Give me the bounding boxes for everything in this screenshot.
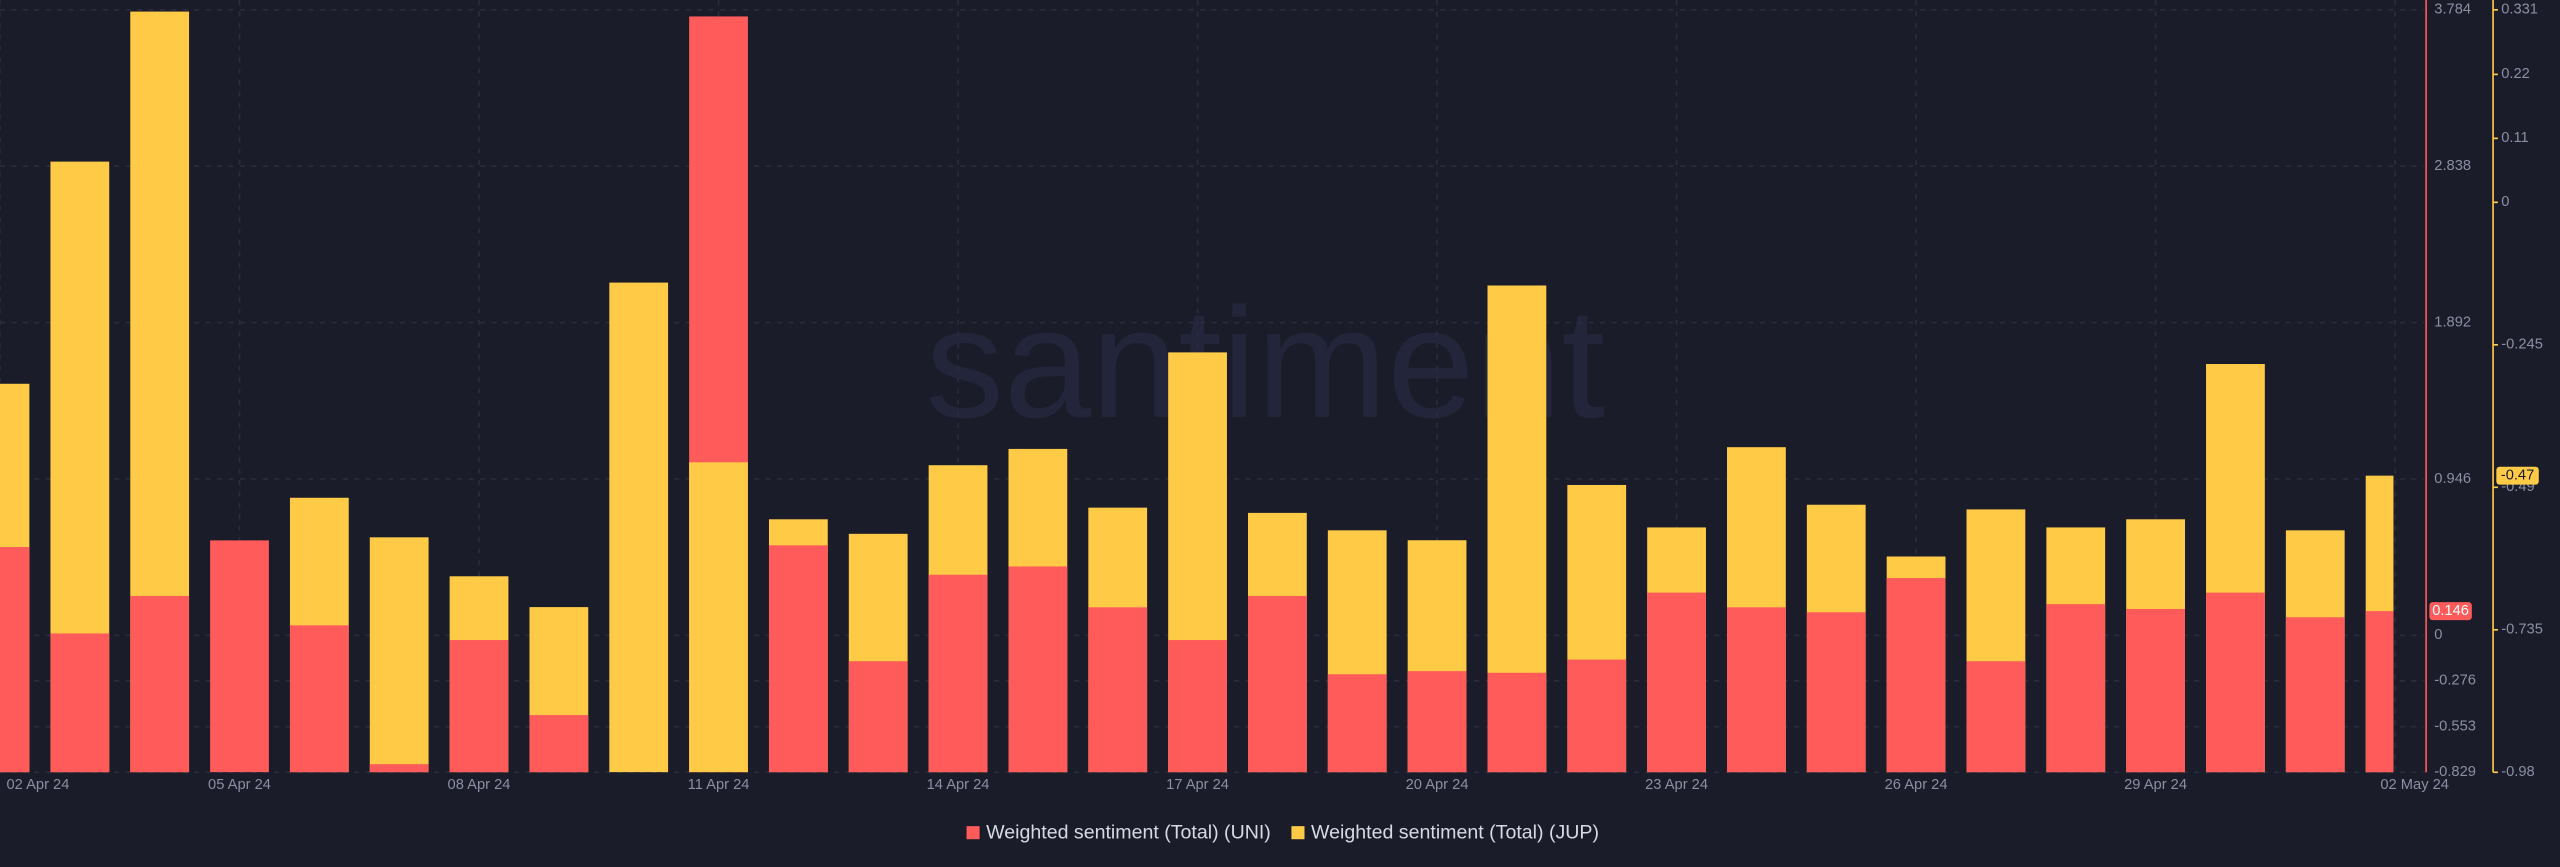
bar (609, 282, 669, 773)
y2-tick-label: -0.735 (2501, 622, 2543, 638)
bar (369, 764, 429, 773)
x-tick-label: 08 Apr 24 (448, 777, 511, 793)
x-tick-label: 11 Apr 24 (688, 777, 750, 793)
bar (1806, 612, 1866, 773)
axes: 3.7842.8381.8920.9460-0.276-0.553-0.8290… (7, 0, 2543, 793)
bar (689, 462, 748, 773)
x-tick-label: 20 Apr 24 (1406, 777, 1469, 793)
x-tick-label: 14 Apr 24 (927, 777, 990, 793)
y2-tick-label: 0.22 (2501, 66, 2530, 82)
last-value-badge (2496, 466, 2539, 485)
bar (1567, 659, 1627, 773)
bar (1327, 674, 1387, 773)
bar (1248, 595, 1307, 773)
x-tick-label: 02 May 24 (2380, 777, 2449, 793)
y-tick-label: 3.784 (2434, 2, 2471, 18)
bar (848, 661, 908, 773)
bar (1487, 672, 1547, 773)
x-tick-label: 29 Apr 24 (2124, 777, 2187, 793)
bar (369, 537, 429, 773)
bar (529, 715, 589, 773)
y2-tick-label: 0.11 (2501, 130, 2529, 146)
bar (2126, 608, 2185, 773)
bar (1088, 607, 1148, 773)
bar (0, 546, 30, 773)
bars (0, 11, 2394, 773)
bar (130, 595, 190, 773)
x-tick-label: 05 Apr 24 (208, 777, 271, 793)
bar (928, 574, 988, 773)
bar (2206, 592, 2265, 773)
y-tick-label: 0.946 (2434, 471, 2471, 487)
bar (289, 625, 349, 773)
bar (1727, 607, 1786, 773)
bar (2285, 617, 2345, 773)
y2-tick-label: 0.331 (2501, 2, 2538, 18)
bar (449, 640, 509, 773)
bar (768, 545, 828, 773)
bar (210, 540, 269, 773)
legend-swatch (1291, 826, 1305, 840)
bar (1008, 566, 1068, 773)
last-value-badge (2429, 602, 2472, 621)
bar (1407, 671, 1467, 773)
last-value-label: 0.146 (2432, 603, 2469, 619)
bar (2046, 604, 2106, 773)
bar (1168, 640, 1227, 773)
x-tick-label: 17 Apr 24 (1166, 777, 1229, 793)
y-tick-label: -0.553 (2434, 719, 2476, 735)
bar (50, 633, 110, 773)
y2-tick-label: -0.245 (2501, 337, 2543, 353)
y-tick-label: 2.838 (2434, 158, 2471, 174)
last-value-label: -0.47 (2501, 468, 2534, 484)
y-tick-label: 1.892 (2434, 314, 2471, 330)
legend-label: Weighted sentiment (Total) (UNI) (986, 822, 1271, 844)
legend-swatch (966, 826, 980, 840)
legend-label: Weighted sentiment (Total) (JUP) (1311, 822, 1599, 844)
x-tick-label: 26 Apr 24 (1885, 777, 1948, 793)
y2-tick-label: -0.98 (2501, 764, 2534, 780)
bar (1647, 592, 1706, 773)
bar (2365, 611, 2394, 773)
x-tick-label: 02 Apr 24 (7, 777, 70, 793)
y-tick-label: 0 (2434, 627, 2442, 643)
y-tick-label: -0.276 (2434, 673, 2476, 689)
y-tick-label: -0.829 (2434, 764, 2476, 780)
x-tick-label: 23 Apr 24 (1645, 777, 1708, 793)
bar (1886, 578, 1946, 773)
bar (1966, 661, 2026, 773)
y2-tick-label: 0 (2501, 194, 2509, 210)
